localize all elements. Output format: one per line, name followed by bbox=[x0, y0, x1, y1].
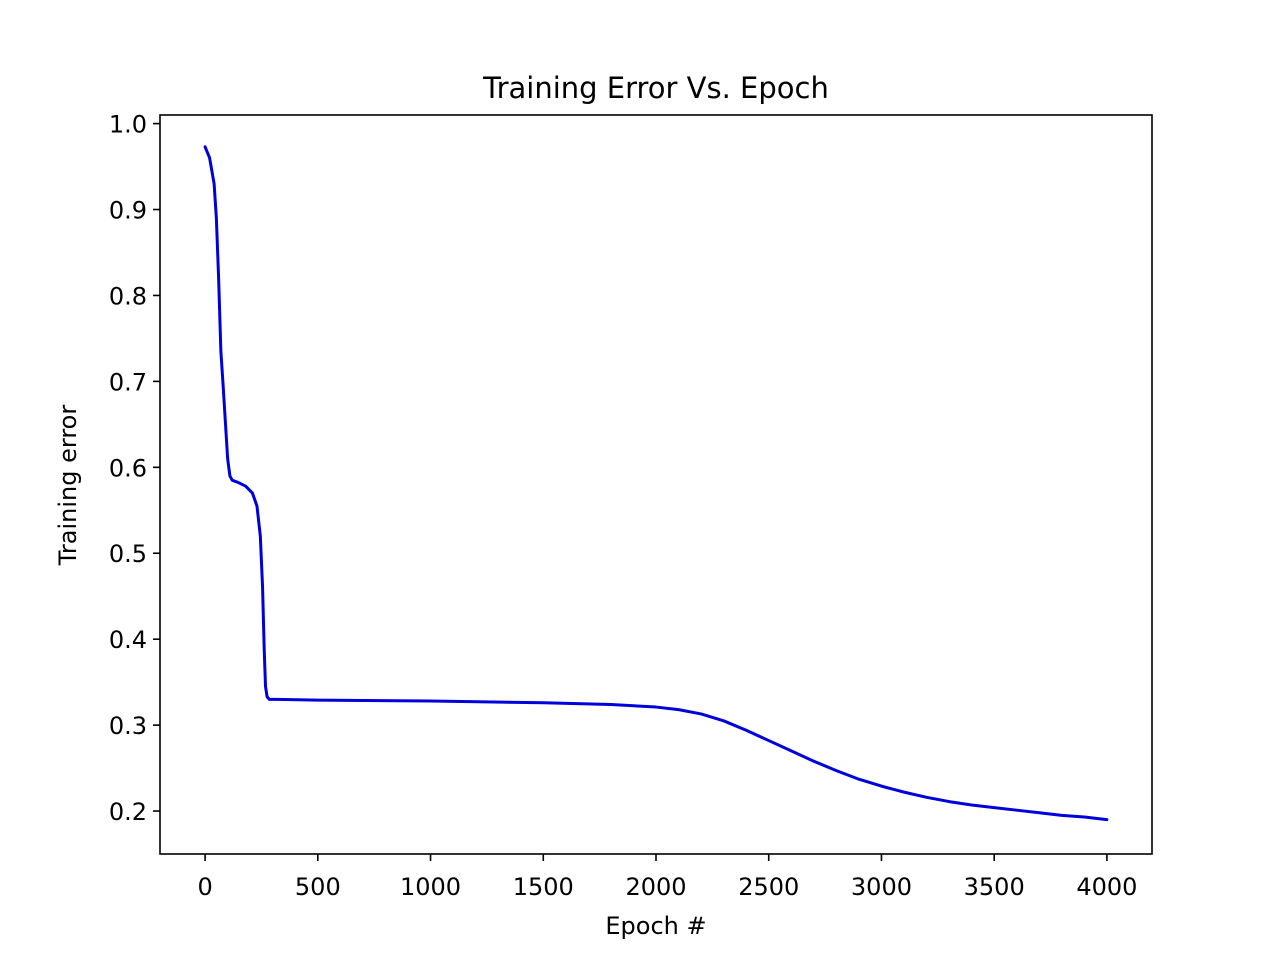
y-tick-label: 0.7 bbox=[109, 368, 147, 396]
y-tick-label: 0.4 bbox=[109, 626, 147, 654]
y-axis-label: Training error bbox=[54, 405, 82, 567]
series-line-0 bbox=[203, 145, 1109, 822]
y-tick-label: 0.5 bbox=[109, 540, 147, 568]
y-tick-label: 0.2 bbox=[109, 798, 147, 826]
x-tick-label: 2500 bbox=[738, 873, 799, 901]
y-tick-label: 1.0 bbox=[109, 111, 147, 139]
chart-title: Training Error Vs. Epoch bbox=[482, 71, 829, 105]
plot-area bbox=[203, 145, 1109, 822]
y-tick-label: 0.3 bbox=[109, 712, 147, 740]
x-axis-label: Epoch # bbox=[605, 912, 706, 940]
x-tick-label: 4000 bbox=[1076, 873, 1137, 901]
x-tick-label: 3500 bbox=[964, 873, 1025, 901]
y-tick-label: 0.9 bbox=[109, 197, 147, 225]
x-tick-label: 0 bbox=[197, 873, 212, 901]
x-axis: 0 500 1000 1500 2000 2500 3000 3500 4000 bbox=[197, 854, 1137, 901]
y-tick-label: 0.6 bbox=[109, 454, 147, 482]
x-tick-label: 1000 bbox=[400, 873, 461, 901]
y-tick-label: 0.8 bbox=[109, 282, 147, 310]
x-tick-label: 500 bbox=[295, 873, 341, 901]
x-tick-label: 2000 bbox=[625, 873, 686, 901]
x-tick-label: 3000 bbox=[851, 873, 912, 901]
x-tick-label: 1500 bbox=[513, 873, 574, 901]
y-axis: 0.2 0.3 0.4 0.5 0.6 0.7 0.8 0.9 1.0 bbox=[109, 111, 160, 826]
